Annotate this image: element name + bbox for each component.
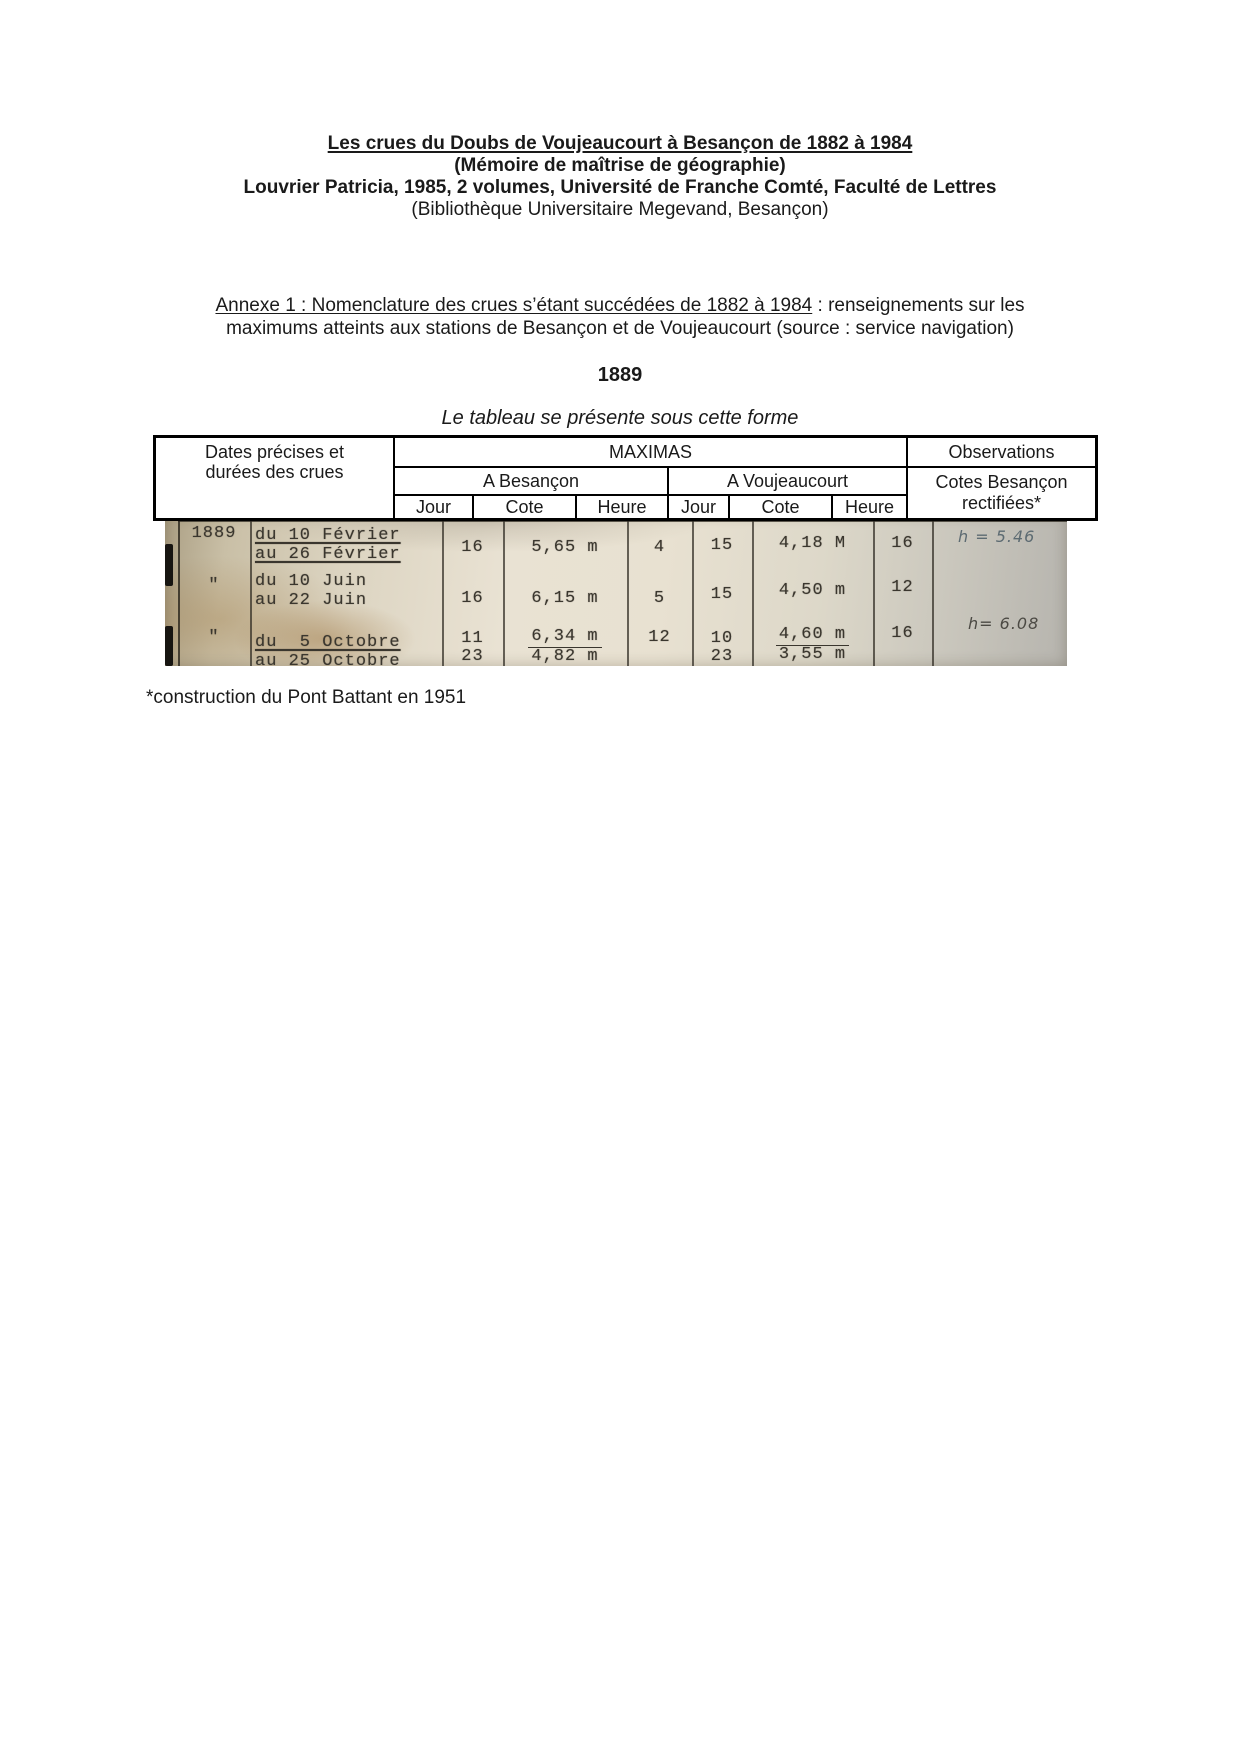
scan-row1-date-from: du 10 Février [255, 526, 401, 545]
scan-column-line [752, 520, 754, 666]
scan-column-line [442, 520, 444, 666]
annexe-heading-rest: : renseignements sur les [812, 295, 1025, 316]
scan-column-line [627, 520, 629, 666]
scan-row3-voujeaucourt-cote-max: 4,60 m [775, 626, 850, 646]
footnote: *construction du Pont Battant en 1951 [146, 687, 467, 708]
scan-row2-besancon-heure: 5 [653, 589, 666, 608]
header-cell-besancon-heure: Heure [575, 494, 667, 518]
scan-row3-besancon-cote-max: 6,34 m [528, 628, 602, 648]
annexe-heading: Annexe 1 : Nomenclature des crues s’étan… [215, 295, 813, 316]
header-obs-line1: Cotes Besançon [935, 472, 1068, 492]
scan-row3-observation-handwritten: h= 6.08 [968, 614, 1040, 633]
scan-column-line [503, 520, 505, 666]
scan-column-line [250, 520, 252, 666]
scan-row3-date-from: du 5 Octobre [255, 633, 401, 652]
document-author-line: Louvrier Patricia, 1985, 2 volumes, Univ… [243, 177, 997, 198]
scan-row1-besancon-jour: 16 [461, 538, 484, 557]
scan-row3-besancon-cote: 6,34 m 4,82 m [503, 628, 627, 666]
scan-row3-voujeaucourt-jour-min: 23 [710, 647, 734, 666]
annexe-paragraph: Annexe 1 : Nomenclature des crues s’étan… [0, 295, 1240, 340]
scan-row2-voujeaucourt-cote: 4,50 m [778, 581, 847, 600]
scanned-table-photo: 1889 du 10 Février au 26 Février 16 5,65 … [165, 514, 1067, 666]
scan-row3-besancon-heure: 12 [648, 628, 671, 647]
binder-mark [165, 626, 173, 666]
scan-row1-date-to: au 26 Février [255, 545, 401, 564]
scan-row2-year: " [208, 576, 220, 595]
scan-row3-year: " [208, 628, 220, 647]
scan-row1-year: 1889 [191, 524, 237, 543]
table-caption: Le tableau se présente sous cette forme [441, 407, 799, 429]
scan-column-line [692, 520, 694, 666]
annexe-line2: maximums atteints aux stations de Besanç… [226, 317, 1014, 339]
header-dates-line1: Dates précises et [204, 442, 345, 462]
header-cell-maximas: MAXIMAS [393, 438, 906, 466]
scan-row2-voujeaucourt-heure: 12 [891, 578, 914, 597]
scan-row3-voujeaucourt-jour: 10 23 [692, 630, 752, 666]
header-obs-line2: rectifiées* [961, 493, 1042, 513]
scan-row1-voujeaucourt-cote: 4,18 M [778, 534, 847, 553]
scan-row2-besancon-cote: 6,15 m [531, 589, 599, 608]
scan-row3-besancon-cote-min: 4,82 m [531, 647, 599, 666]
header-cell-besancon: A Besançon [393, 466, 667, 494]
header-cell-cotes-rectifiees: Cotes Besançon rectifiées* [906, 466, 1095, 518]
scan-row2-dates: du 10 Juin au 22 Juin [255, 572, 367, 610]
scan-row3-voujeaucourt-heure: 16 [891, 624, 914, 643]
header-dates-line2: durées des crues [205, 462, 344, 482]
scan-column-line [873, 520, 875, 666]
title-block: Les crues du Doubs de Voujeaucourt à Bes… [0, 133, 1240, 221]
scan-row3-voujeaucourt-cote-min: 3,55 m [778, 645, 847, 664]
scan-row1-observation-handwritten: h = 5.46 [958, 527, 1036, 546]
scan-column-line [932, 520, 934, 666]
document-subtitle: (Mémoire de maîtrise de géographie) [454, 155, 786, 176]
scan-row1-besancon-heure: 4 [653, 538, 666, 557]
document-title: Les crues du Doubs de Voujeaucourt à Bes… [327, 133, 913, 154]
scan-row3-besancon-jour-min: 23 [461, 647, 484, 666]
header-cell-voujeaucourt-cote: Cote [728, 494, 831, 518]
scan-row3-besancon-jour-max: 11 [461, 629, 484, 648]
header-cell-observations: Observations [906, 438, 1095, 466]
scan-row3-dates: du 5 Octobre au 25 Octobre [255, 633, 401, 666]
annexe-line1: Annexe 1 : Nomenclature des crues s’étan… [0, 295, 1240, 318]
scan-row3-date-to: au 25 Octobre [255, 652, 401, 666]
binder-mark [165, 544, 173, 586]
header-cell-dates: Dates précises et durées des crues [156, 438, 393, 518]
scan-row2-voujeaucourt-jour: 15 [710, 585, 734, 604]
scan-left-border [178, 514, 180, 666]
header-table: Dates précises et durées des crues MAXIM… [153, 435, 1098, 521]
scan-row1-dates: du 10 Février au 26 Février [255, 526, 401, 564]
scan-row2-date-to: au 22 Juin [255, 591, 368, 610]
scan-row3-voujeaucourt-jour-max: 10 [710, 629, 734, 648]
header-cell-voujeaucourt-jour: Jour [667, 494, 728, 518]
scan-row1-voujeaucourt-heure: 16 [891, 534, 914, 553]
scan-row3-besancon-jour: 11 23 [442, 630, 503, 666]
scan-row1-voujeaucourt-jour: 15 [710, 536, 734, 555]
scan-row2-besancon-jour: 16 [461, 589, 484, 608]
document-library-line: (Bibliothèque Universitaire Megevand, Be… [411, 199, 829, 220]
scan-row2-date-from: du 10 Juin [255, 572, 368, 591]
header-cell-voujeaucourt-heure: Heure [831, 494, 906, 518]
header-cell-besancon-cote: Cote [472, 494, 575, 518]
scan-row3-voujeaucourt-cote: 4,60 m 3,55 m [752, 626, 873, 664]
scan-row1-besancon-cote: 5,65 m [531, 538, 599, 557]
header-cell-besancon-jour: Jour [393, 494, 472, 518]
year-heading: 1889 [597, 364, 643, 386]
header-cell-voujeaucourt: A Voujeaucourt [667, 466, 906, 494]
